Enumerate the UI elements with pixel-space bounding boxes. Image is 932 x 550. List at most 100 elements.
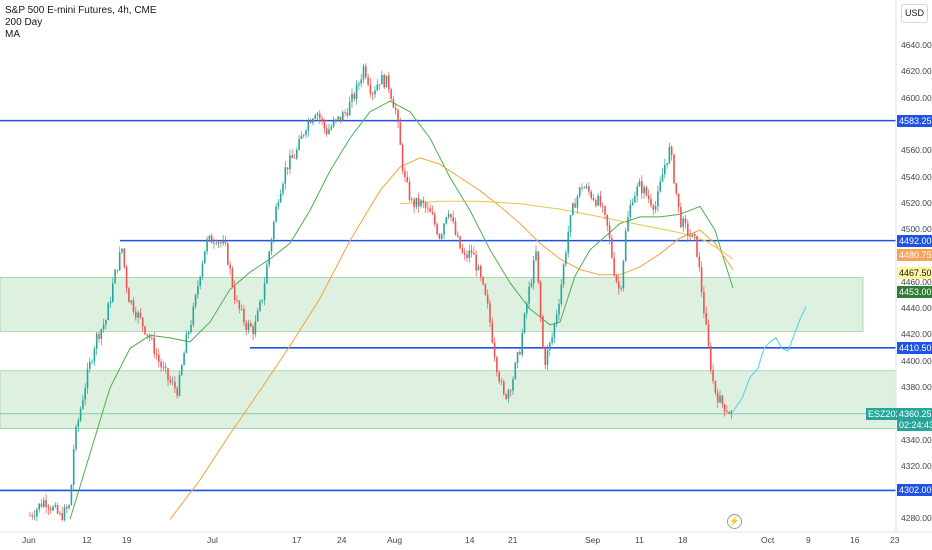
moving-average-line[interactable] [69,100,734,520]
candle-body [220,242,222,244]
candle-body [588,186,590,192]
current-price-label: 4360.25 [897,407,932,420]
candle-body [581,187,583,189]
candle-body [693,233,696,236]
candle-body [194,294,197,307]
candle-body [516,352,519,363]
candle-body [634,196,636,203]
time-tick: Aug [387,535,403,545]
candle-body [153,337,155,354]
candle-body [54,505,57,507]
candle-body [590,191,592,199]
candle-body [689,235,691,237]
candle-body [259,301,261,311]
candle-body [710,346,712,371]
candle-body [33,516,36,517]
candle-body [291,155,293,158]
candle-body [229,264,231,269]
candle-body [330,126,333,130]
candle-body [597,195,599,206]
candle-body [684,218,687,224]
candle-body [480,266,482,277]
candle-body [523,313,526,333]
support-zones [0,277,897,429]
candle-body [376,84,379,91]
candle-body [606,214,609,226]
candle-body [461,248,464,253]
candle-body [532,260,535,284]
candle-body [367,77,369,85]
support-zone[interactable] [0,370,897,429]
candle-body [659,181,661,192]
symbol-title[interactable]: S&P 500 E-mini Futures, 4h, CME [5,5,157,16]
candle-body [615,275,618,282]
candle-body [457,234,459,237]
candle-body [130,300,132,303]
candle-body [537,251,540,283]
candle-body [233,286,236,301]
candle-body [383,74,385,88]
time-tick: 19 [122,535,132,545]
candle-body [144,326,146,335]
candle-body [169,379,172,383]
candle-body [86,369,89,389]
support-zone[interactable] [0,277,864,332]
candle-body [302,134,305,136]
candle-body [477,266,480,271]
candle-body [77,420,80,427]
candle-body [567,232,569,253]
candle-body [222,241,224,244]
candle-body [604,206,606,215]
candle-body [434,214,436,225]
candle-body [204,251,206,264]
candle-body [155,353,158,356]
candle-body [158,355,160,362]
candle-body [224,241,227,244]
candle-body [128,288,130,303]
moving-average-line[interactable] [399,200,734,260]
candle-body [93,348,96,362]
candle-body [608,225,611,239]
candle-body [390,89,392,100]
candle-body [298,138,300,150]
candle-body [109,301,112,304]
candle-body [61,513,63,520]
candle-body [583,187,586,189]
candle-body [107,303,109,321]
candle-body [521,332,523,355]
candle-body [657,191,659,207]
candle-body [245,322,247,330]
lightning-icon[interactable]: ⚡ [727,514,742,529]
forecast-line[interactable] [732,306,807,412]
price-tick: 4380.00 [901,381,932,392]
candle-body [549,342,551,350]
time-tick: 12 [82,535,92,545]
candle-body [148,335,151,338]
horizontal-levels [0,119,896,492]
candle-body [420,200,422,207]
candle-body [394,107,397,110]
candle-body [289,155,291,170]
candle-body [652,205,655,210]
currency-button[interactable]: USD [901,4,928,23]
candle-body [316,113,319,116]
candle-body [666,163,668,166]
price-tick: 4560.00 [901,145,932,156]
candle-body [231,268,234,287]
moving-average-line[interactable] [169,157,734,520]
candle-body [622,260,625,289]
candle-body [404,170,406,178]
candle-body [491,322,494,343]
candle-body [360,79,362,84]
moving-averages [69,100,734,520]
candle-body [79,409,82,421]
candle-body [199,276,201,287]
candle-body [275,206,277,222]
candle-body [247,323,250,330]
candle-body [365,66,367,78]
candle-body [574,203,576,208]
candle-body [463,252,466,255]
indicator-ma[interactable]: MA [5,29,20,40]
indicator-ma-200[interactable]: 200 Day [5,17,43,28]
